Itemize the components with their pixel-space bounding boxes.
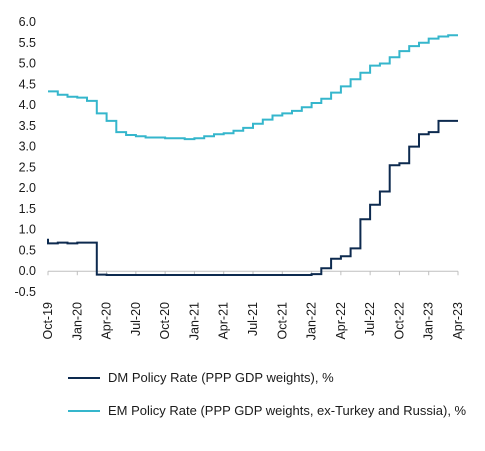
legend: DM Policy Rate (PPP GDP weights), % EM P… bbox=[68, 368, 468, 434]
legend-item-dm: DM Policy Rate (PPP GDP weights), % bbox=[68, 368, 468, 387]
x-axis-tick-labels: Oct-19 Jan-20 Apr-20 Jul-20 Oct-20 Jan-21 Apr-… bbox=[41, 302, 465, 340]
x-tick-label: Jan-20 bbox=[70, 302, 84, 340]
x-tick-label: Apr-20 bbox=[100, 302, 114, 340]
y-tick-label: -0.5 bbox=[14, 285, 36, 299]
y-tick-label: 3.5 bbox=[19, 119, 36, 133]
y-tick-label: 5.0 bbox=[19, 57, 36, 71]
legend-label-dm: DM Policy Rate (PPP GDP weights), % bbox=[108, 370, 334, 385]
x-tick-label: Jan-23 bbox=[422, 302, 436, 340]
y-axis-tick-labels: 6.0 5.5 5.0 4.5 4.0 3.5 3.0 2.5 2.0 1.5 1.0 0.5 0.0 -… bbox=[14, 15, 36, 299]
x-tick-label: Oct-20 bbox=[158, 302, 172, 340]
x-tick-label: Jul-21 bbox=[246, 302, 260, 336]
legend-item-em: EM Policy Rate (PPP GDP weights, ex-Turk… bbox=[68, 401, 468, 420]
y-tick-label: 0.0 bbox=[19, 264, 36, 278]
x-tick-label: Jan-21 bbox=[187, 302, 201, 340]
y-tick-label: 2.0 bbox=[19, 181, 36, 195]
legend-label-em: EM Policy Rate (PPP GDP weights, ex-Turk… bbox=[108, 403, 467, 418]
y-tick-label: 4.0 bbox=[19, 98, 36, 112]
y-tick-label: 3.0 bbox=[19, 140, 36, 154]
x-tick-label: Jan-22 bbox=[305, 302, 319, 340]
x-tick-label: Apr-22 bbox=[334, 302, 348, 340]
x-tick-label: Oct-19 bbox=[41, 302, 55, 340]
x-tick-label: Oct-21 bbox=[275, 302, 289, 340]
series-line-dm-policy-rate bbox=[47, 119, 458, 276]
legend-swatch-dm bbox=[68, 377, 100, 379]
y-tick-label: 1.5 bbox=[19, 202, 36, 216]
x-tick-label: Apr-23 bbox=[451, 302, 465, 340]
x-tick-label: Jul-20 bbox=[129, 302, 143, 336]
series-layer bbox=[47, 34, 458, 276]
x-tick-label: Jul-22 bbox=[363, 302, 377, 336]
legend-swatch-em bbox=[68, 410, 100, 412]
y-tick-label: 5.5 bbox=[19, 36, 36, 50]
y-tick-label: 4.5 bbox=[19, 77, 36, 91]
y-tick-label: 0.5 bbox=[19, 243, 36, 257]
series-line-em-policy-rate bbox=[48, 34, 458, 141]
y-tick-label: 6.0 bbox=[19, 15, 36, 29]
x-tick-label: Apr-21 bbox=[217, 302, 231, 340]
y-tick-label: 1.0 bbox=[19, 223, 36, 237]
x-tick-label: Oct-22 bbox=[392, 302, 406, 340]
y-tick-label: 2.5 bbox=[19, 160, 36, 174]
